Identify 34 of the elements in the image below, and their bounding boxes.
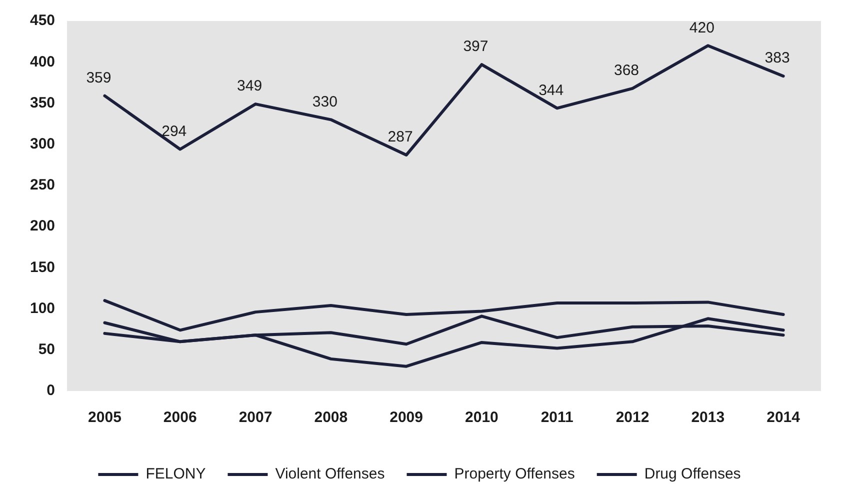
x-tick-label: 2013	[691, 409, 725, 426]
data-label: 294	[162, 122, 187, 140]
legend-label: FELONY	[146, 466, 206, 483]
legend-label: Drug Offenses	[644, 466, 741, 483]
data-label: 368	[614, 62, 640, 80]
legend-label: Violent Offenses	[275, 466, 385, 483]
y-tick-label: 400	[30, 53, 56, 70]
x-tick-label: 2011	[540, 409, 574, 426]
y-tick-label: 350	[30, 94, 56, 112]
data-label: 397	[463, 38, 488, 56]
x-tick-label: 2010	[465, 409, 498, 426]
x-tick-label: 2014	[766, 409, 801, 426]
y-tick-label: 0	[46, 382, 56, 400]
data-label: 383	[764, 50, 790, 67]
x-tick-label: 2008	[314, 409, 348, 426]
y-tick-label: 200	[30, 218, 56, 235]
x-tick-label: 2012	[616, 409, 650, 426]
x-tick-label: 2005	[88, 409, 122, 426]
legend-label: Property Offenses	[454, 466, 575, 483]
y-tick-label: 450	[30, 12, 56, 30]
data-label: 287	[388, 128, 413, 146]
y-tick-label: 250	[30, 176, 56, 194]
y-tick-label: 300	[30, 135, 56, 152]
y-tick-label: 150	[30, 258, 56, 276]
y-tick-label: 100	[30, 300, 56, 317]
data-label: 420	[689, 19, 714, 36]
y-tick-label: 50	[38, 341, 56, 358]
data-label: 344	[538, 82, 564, 99]
x-tick-label: 2006	[163, 409, 197, 426]
data-label: 349	[237, 78, 262, 95]
data-label: 359	[86, 69, 112, 86]
data-label: 330	[312, 93, 338, 110]
x-tick-label: 2009	[390, 409, 423, 426]
x-tick-label: 2007	[238, 409, 272, 426]
